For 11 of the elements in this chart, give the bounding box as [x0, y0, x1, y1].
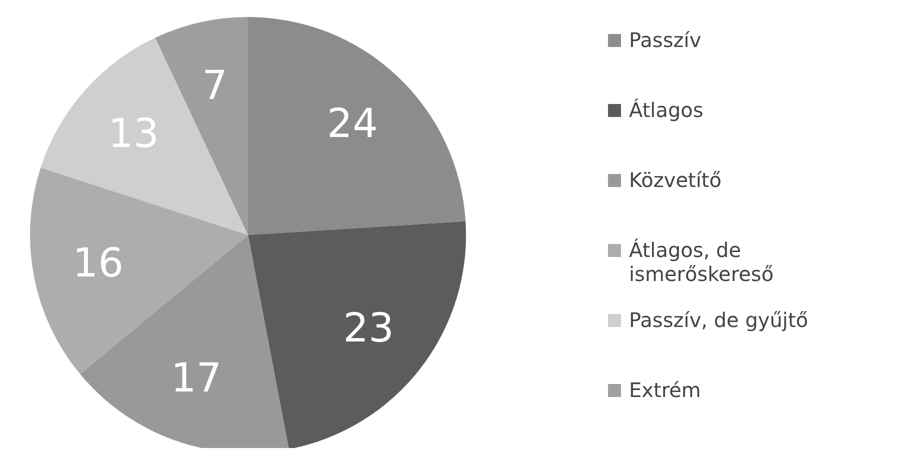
- data-label: 17: [170, 356, 222, 402]
- data-label: 7: [202, 63, 228, 110]
- data-label: 24: [327, 100, 378, 147]
- data-label: 16: [72, 240, 124, 287]
- data-label: 23: [343, 306, 394, 352]
- legend-label: Közvetítő: [629, 168, 722, 192]
- legend-label: Extrém: [629, 378, 702, 402]
- legend-label: Passzív: [629, 28, 702, 52]
- legend-label: Passzív, de gyűjtő: [629, 308, 810, 332]
- legend-label: Átlagos: [629, 98, 704, 122]
- legend-label: Átlagos, de ismerőskereső: [629, 238, 775, 286]
